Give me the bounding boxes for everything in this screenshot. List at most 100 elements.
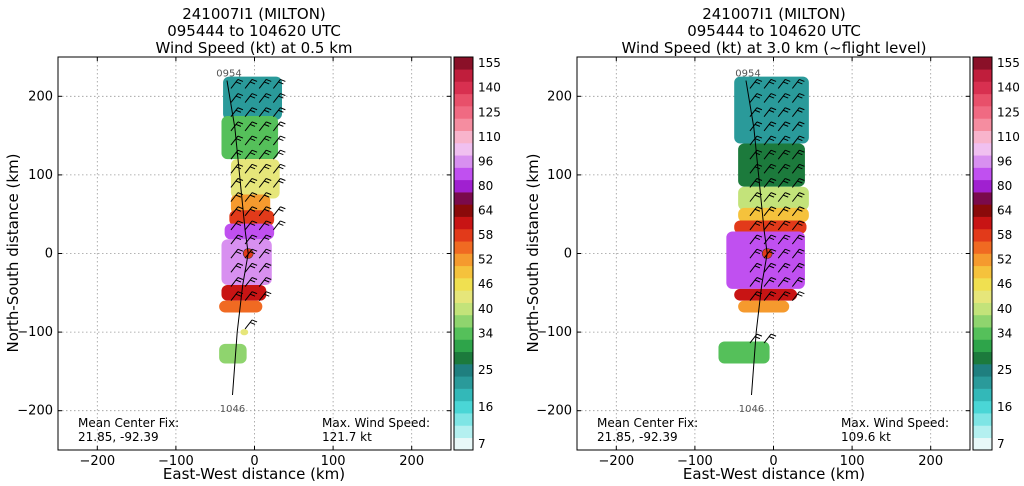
right-wind-cell: [734, 288, 798, 301]
left-wind-barb: [230, 206, 244, 217]
left-wind-barb: [244, 291, 258, 301]
right-wind-barb: [791, 121, 805, 132]
right-colorbar-segment: [973, 155, 992, 168]
right-x-axis-label: East-West distance (km): [683, 465, 865, 483]
left-x-tick-label: 200: [399, 454, 424, 469]
right-wind-barb: [763, 163, 777, 174]
right-colorbar-label: 125: [997, 105, 1020, 119]
right-x-tick-label: −200: [598, 454, 634, 469]
right-center-fix-value: 21.85, -92.39: [597, 430, 678, 444]
right-wind-barb: [777, 178, 791, 188]
right-x-tick-label: 100: [840, 454, 865, 469]
left-colorbar-segment: [454, 130, 473, 144]
left-colorbar-segment: [454, 167, 473, 181]
left-colorbar-label: 125: [478, 105, 501, 119]
left-wind-barb: [258, 220, 272, 231]
right-colorbar-label: 64: [997, 204, 1012, 218]
right-wind-barb: [749, 192, 763, 202]
right-title-line-1: 241007I1 (MILTON): [702, 5, 846, 23]
right-plot-area: 0954 1046 −200 −100 0 100 200 −200 −100 0 100 200 Me…: [536, 56, 971, 469]
right-wind-barb: [777, 93, 791, 103]
left-x-tick-label: 100: [321, 454, 346, 469]
left-colorbar-label: 64: [478, 204, 493, 218]
left-wind-barb: [244, 107, 258, 118]
right-wind-cell: [738, 186, 809, 211]
left-wind-barb: [230, 234, 244, 245]
left-wind-cell: [240, 328, 249, 336]
right-colorbar-segment: [973, 278, 992, 291]
right-max-wind-value: 109.6 kt: [841, 430, 891, 444]
left-colorbar-label: 46: [478, 277, 493, 291]
right-wind-barb: [791, 192, 805, 202]
right-y-tick-label: 100: [547, 168, 572, 183]
left-colorbar-segment: [454, 142, 473, 156]
right-wind-barb: [763, 93, 777, 103]
left-plot-area: 0954 1046 −200 −100 0 100 200 −200 −100 0 100 200 Me…: [17, 56, 452, 469]
right-x-tick-label: 200: [918, 454, 943, 469]
right-wind-cell: [734, 220, 807, 234]
right-colorbar-segment: [973, 253, 992, 267]
right-colorbar-segment: [973, 192, 992, 205]
right-colorbar-segment: [973, 290, 992, 303]
right-wind-barbs: [749, 78, 805, 344]
right-wind-barb: [777, 220, 791, 231]
left-wind-barb: [244, 78, 258, 89]
right-wind-barb: [777, 248, 791, 259]
left-track-start-label: 0954: [216, 69, 241, 80]
left-center-fix-value: 21.85, -92.39: [78, 430, 159, 444]
right-wind-barb: [763, 277, 777, 287]
left-colorbar-segment: [454, 302, 473, 316]
left-colorbar-label: 16: [478, 400, 493, 414]
right-colorbar-label: 16: [997, 400, 1012, 414]
right-wind-barb: [777, 277, 791, 287]
left-wind-barb: [230, 135, 244, 146]
left-wind-barb: [230, 262, 244, 273]
left-wind-barb: [258, 234, 272, 245]
right-flight-track: [745, 80, 768, 396]
right-wind-barb: [791, 234, 805, 245]
right-wind-barb: [791, 220, 805, 231]
right-wind-cell: [718, 341, 770, 364]
right-title-line-3: Wind Speed (kt) at 3.0 km (~flight level…: [621, 39, 926, 57]
right-wind-barb: [763, 234, 777, 245]
right-colorbar-label: 46: [997, 277, 1012, 291]
right-wind-barb: [749, 93, 763, 103]
left-colorbar-label: 40: [478, 302, 493, 316]
left-wind-barb: [258, 93, 272, 103]
left-wind-barb: [230, 78, 244, 89]
right-wind-barb: [777, 121, 791, 132]
left-wind-field: [219, 76, 283, 364]
right-wind-barb: [763, 262, 777, 273]
left-wind-barb: [258, 277, 272, 287]
left-wind-barb: [258, 192, 272, 202]
left-colorbar-label: 52: [478, 253, 493, 267]
right-wind-barb: [763, 192, 777, 202]
right-colorbar-label: 140: [997, 81, 1020, 95]
left-wind-barb: [244, 206, 258, 217]
right-wind-barb: [791, 248, 805, 259]
left-colorbar-segment: [454, 290, 473, 303]
right-colorbar-segment: [973, 376, 992, 389]
left-colorbar-label: 96: [478, 154, 493, 168]
left-wind-barb: [258, 78, 272, 89]
right-wind-barb: [777, 262, 791, 273]
right-colorbar-segment: [973, 204, 992, 217]
right-center-fix-label: Mean Center Fix:: [597, 416, 698, 430]
right-wind-barb: [763, 291, 777, 301]
left-colorbar-segment: [454, 106, 473, 119]
left-colorbar-label: 140: [478, 81, 501, 95]
right-wind-barb: [791, 277, 805, 287]
left-wind-barb: [244, 319, 258, 330]
right-wind-barb: [791, 206, 805, 217]
left-x-tick-label: 0: [250, 454, 258, 469]
left-colorbar-segment: [454, 327, 473, 340]
right-wind-barb: [763, 121, 777, 132]
right-wind-barb: [763, 206, 777, 217]
left-colorbar-segment: [454, 425, 473, 439]
left-colorbar-segment: [454, 437, 473, 451]
left-y-tick-label: −200: [17, 404, 53, 419]
left-y-tick-label: 0: [45, 247, 53, 262]
left-wind-barb: [244, 135, 258, 146]
right-wind-barb: [777, 78, 791, 89]
